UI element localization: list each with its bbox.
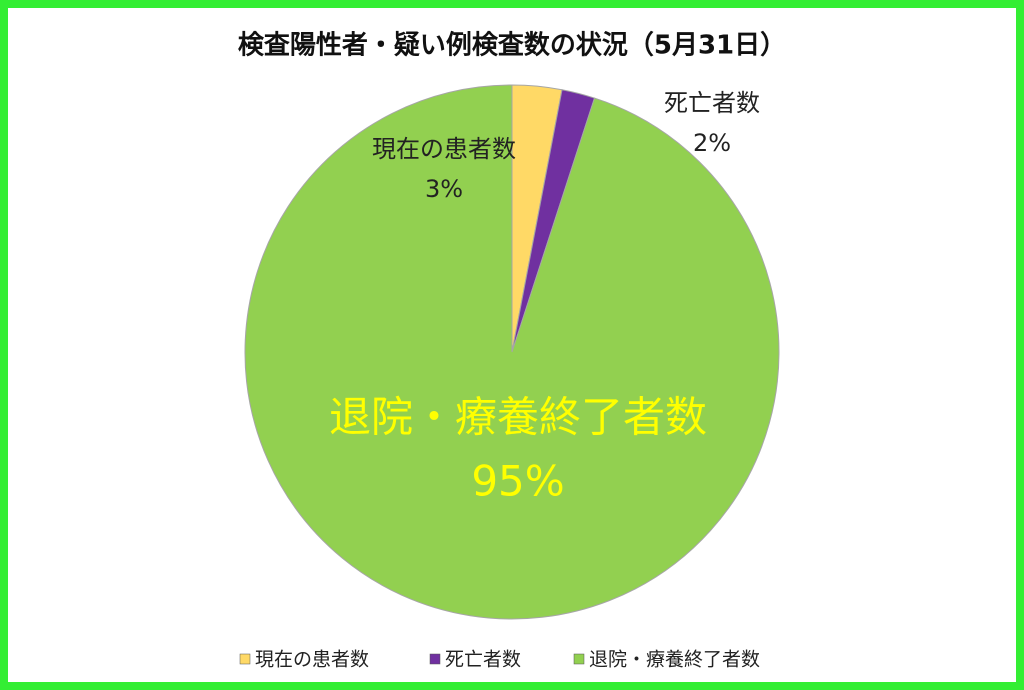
- legend-label: 退院・療養終了者数: [589, 649, 760, 671]
- legend-marker: [239, 653, 251, 665]
- chart-title: 検査陽性者・疑い例検査数の状況（5月31日）: [238, 31, 786, 61]
- pie-slice: [244, 84, 780, 620]
- data-label-category: 死亡者数: [664, 89, 760, 117]
- legend-marker: [429, 653, 441, 665]
- data-label-category: 退院・療養終了者数: [329, 393, 707, 442]
- legend-marker: [573, 653, 585, 665]
- data-label-category: 現在の患者数: [372, 135, 516, 163]
- data-label-value: 95%: [471, 457, 564, 506]
- legend-label: 死亡者数: [445, 649, 521, 671]
- chart: 検査陽性者・疑い例検査数の状況（5月31日） 現在の患者数 3% 死亡者数 2% 退院・…: [238, 31, 786, 671]
- data-label-value: 2%: [693, 129, 731, 157]
- legend-label: 現在の患者数: [255, 649, 369, 671]
- data-label-value: 3%: [425, 175, 463, 203]
